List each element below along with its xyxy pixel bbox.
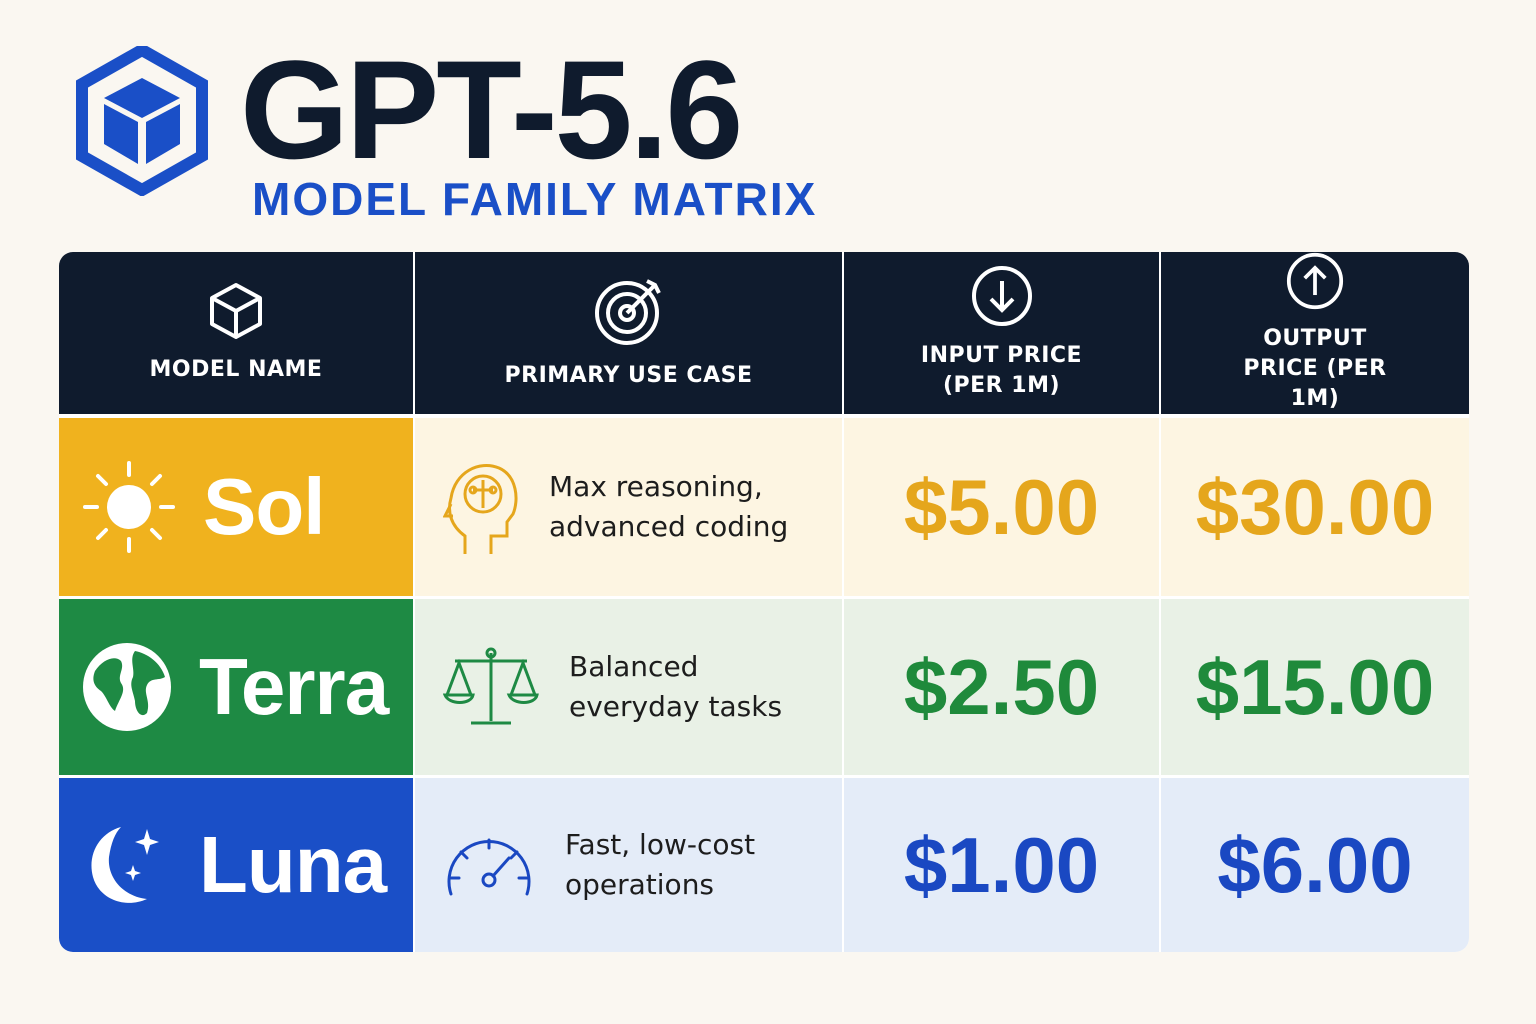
header-cell: MODEL NAME: [59, 252, 413, 414]
model-name: Luna: [199, 820, 387, 909]
model-name: Sol: [203, 462, 325, 551]
header-cell: OUTPUT PRICE (PER 1M): [1161, 252, 1469, 414]
price-cell: $5.00: [844, 418, 1159, 596]
price-cell: $1.00: [844, 778, 1159, 952]
table: MODEL NAME PRIMARY USE CASE INPUT PRICE …: [59, 252, 1469, 952]
upload-icon: [1286, 252, 1344, 310]
use-case: Max reasoning, advanced coding: [549, 470, 789, 543]
header-cell: PRIMARY USE CASE: [415, 252, 842, 414]
column-header: OUTPUT PRICE (PER 1M): [1243, 326, 1387, 411]
model-cell: Luna: [59, 778, 413, 952]
download-icon: [971, 266, 1032, 326]
output-price: $6.00: [1217, 820, 1413, 909]
input-price: $1.00: [903, 820, 1100, 909]
use-cell: Fast, low-cost operations: [415, 778, 842, 952]
use-cell: Max reasoning, advanced coding: [415, 418, 842, 596]
column-header: INPUT PRICE (PER 1M): [920, 343, 1083, 398]
column-header: MODEL NAME: [149, 357, 323, 382]
title: GPT-5.6: [240, 31, 743, 188]
price-cell: $30.00: [1161, 418, 1469, 596]
use-cell: Balanced everyday tasks: [415, 599, 842, 775]
input-price: $5.00: [903, 462, 1100, 551]
output-price: $15.00: [1195, 642, 1435, 731]
target-icon: [594, 279, 661, 345]
globe-icon: [83, 643, 171, 731]
logo: [76, 46, 208, 196]
model-cell: Terra: [59, 599, 413, 775]
brain-icon: [443, 464, 518, 554]
output-price: $30.00: [1195, 462, 1435, 551]
cube-icon: [210, 283, 262, 339]
moon-icon: [91, 827, 159, 903]
gauge-icon: [447, 838, 531, 896]
price-cell: $2.50: [844, 599, 1159, 775]
input-price: $2.50: [903, 642, 1100, 731]
column-header: PRIMARY USE CASE: [504, 363, 753, 388]
price-cell: $6.00: [1161, 778, 1469, 952]
use-case: Fast, low-cost operations: [565, 828, 756, 901]
price-cell: $15.00: [1161, 599, 1469, 775]
subtitle: MODEL FAMILY MATRIX: [252, 173, 818, 225]
scale-icon: [443, 647, 539, 725]
use-case: Balanced everyday tasks: [569, 650, 783, 723]
sun-icon: [83, 461, 175, 553]
model-cell: Sol: [59, 418, 413, 596]
model-name: Terra: [199, 642, 389, 731]
header-cell: INPUT PRICE (PER 1M): [844, 252, 1159, 414]
